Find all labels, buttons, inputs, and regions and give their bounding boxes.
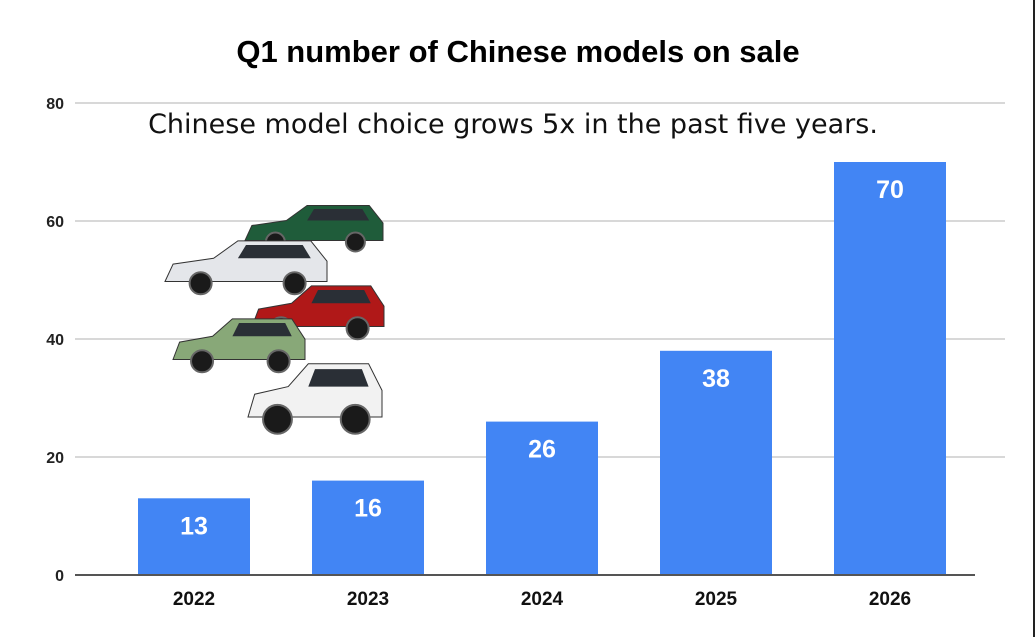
white-van-image bbox=[247, 363, 383, 435]
car-window bbox=[308, 369, 369, 387]
data-label: 13 bbox=[180, 512, 208, 540]
y-tick-label: 40 bbox=[46, 332, 64, 349]
data-label: 70 bbox=[876, 176, 904, 204]
y-tick-label: 80 bbox=[46, 96, 64, 113]
white-pickup-truck-image bbox=[164, 240, 328, 296]
data-label: 16 bbox=[354, 495, 382, 523]
car-wheel bbox=[344, 231, 366, 253]
y-tick-label: 60 bbox=[46, 214, 64, 231]
x-tick-label: 2023 bbox=[347, 589, 389, 610]
car-wheel bbox=[345, 316, 370, 341]
chart-annotation: Chinese model choice grows 5x in the pas… bbox=[148, 109, 878, 140]
x-tick-label: 2024 bbox=[521, 589, 564, 610]
car-wheel bbox=[188, 271, 213, 296]
x-tick-label: 2022 bbox=[173, 589, 215, 610]
car-wheel bbox=[339, 403, 371, 435]
car-window bbox=[232, 322, 292, 337]
car-wheel bbox=[190, 349, 215, 374]
car-images bbox=[164, 205, 385, 435]
x-tick-label: 2025 bbox=[695, 589, 738, 610]
car-wheel bbox=[262, 403, 293, 435]
bars: 13 16 26 38 70 bbox=[138, 162, 946, 575]
car-window bbox=[307, 209, 370, 221]
car-window bbox=[237, 244, 311, 259]
data-label: 26 bbox=[528, 436, 556, 464]
bar-2023 bbox=[312, 480, 424, 575]
data-label: 38 bbox=[702, 365, 730, 393]
bar-2024 bbox=[486, 421, 598, 575]
y-tick-label: 0 bbox=[55, 568, 64, 585]
y-tick-labels: 0 20 40 60 80 bbox=[46, 96, 64, 585]
y-tick-label: 20 bbox=[46, 450, 64, 467]
bar-2022 bbox=[138, 498, 250, 575]
chart-title: Q1 number of Chinese models on sale bbox=[236, 34, 799, 69]
car-wheel bbox=[282, 271, 307, 296]
car-wheel bbox=[266, 349, 291, 374]
bar-2025 bbox=[660, 350, 772, 575]
x-tick-labels: 2022 2023 2024 2025 2026 bbox=[173, 589, 911, 610]
x-tick-label: 2026 bbox=[869, 589, 911, 610]
green-hatchback-image bbox=[172, 318, 306, 374]
car-window bbox=[311, 289, 371, 304]
bar-2026 bbox=[834, 162, 946, 575]
